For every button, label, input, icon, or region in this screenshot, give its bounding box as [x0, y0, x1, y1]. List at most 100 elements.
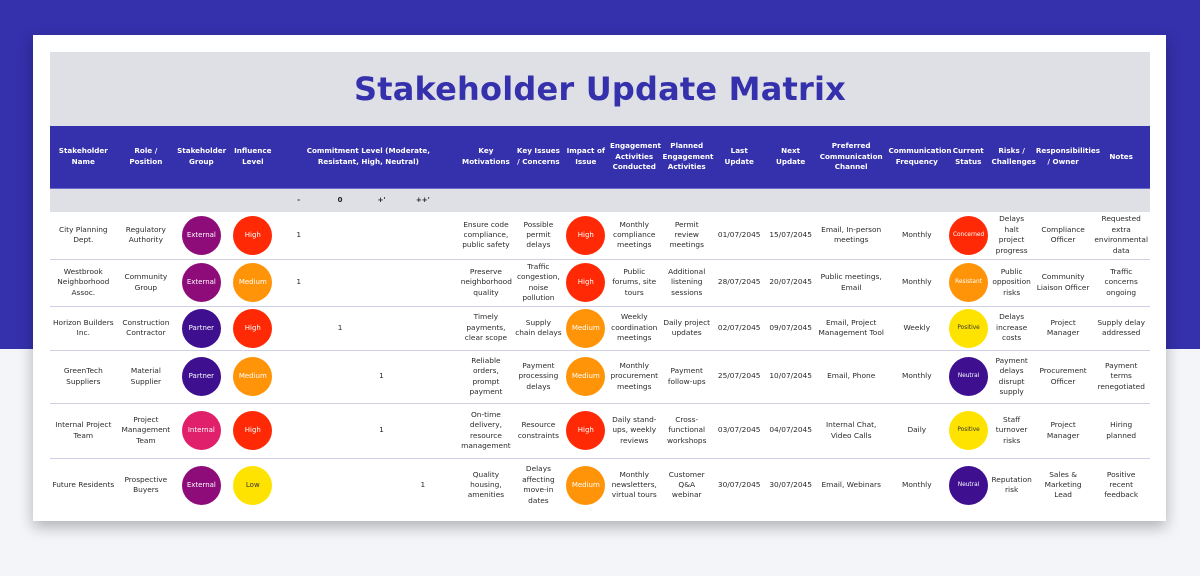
status-badge: Positive — [949, 411, 989, 450]
communication-channel: Email, Project Management Tool — [815, 306, 887, 351]
stakeholder-name: Westbrook Neighborhood Assoc. — [50, 259, 117, 307]
stakeholder-group-cell: External — [175, 212, 228, 260]
impact-badge: Medium — [566, 308, 606, 348]
impact-badge: High — [566, 411, 606, 450]
stakeholder-name: Horizon Builders Inc. — [50, 306, 117, 351]
next-update: 15/07/2045 — [765, 212, 816, 260]
communication-frequency: Daily — [886, 403, 948, 459]
risks-challenges: Public opposition risks — [989, 259, 1034, 307]
role-position: Community Group — [116, 259, 176, 307]
impact-cell: Medium — [564, 458, 608, 512]
scale-zero: 0 — [319, 187, 361, 212]
notes: Positive recent feedback — [1104, 469, 1139, 500]
stakeholder-name: GreenTech Suppliers — [50, 350, 117, 404]
status-cell: Concerned — [947, 212, 990, 260]
owner: Procurement Officer — [1033, 350, 1093, 404]
communication-frequency: Monthly — [901, 480, 932, 490]
key-motivations: Timely payments, clear scope — [458, 306, 514, 351]
matrix-card: Stakeholder Update Matrix Stakeholder Na… — [33, 35, 1166, 521]
stakeholder-name: City Planning Dept. — [50, 212, 117, 260]
key-motivations: Preserve neighborhood quality — [458, 259, 514, 307]
impact-badge: High — [566, 263, 606, 302]
impact-cell: High — [563, 403, 609, 459]
group-badge: Internal — [181, 411, 221, 450]
group-badge: External — [181, 263, 221, 302]
next-update: 04/07/2045 — [765, 403, 816, 459]
status-cell: Resistant — [947, 259, 990, 307]
influence-badge: High — [233, 308, 273, 348]
communication-frequency: Monthly — [886, 212, 948, 260]
col-header-conducted: Engagement Activities Conducted — [608, 126, 661, 188]
commitment-minus — [278, 350, 320, 404]
role-position: Material Supplier — [116, 350, 176, 404]
scale-plus-plus: ++' — [402, 187, 444, 212]
communication-frequency: Monthly — [886, 259, 948, 307]
status-cell: Positive — [947, 306, 990, 351]
commitment-minus: 1 — [278, 259, 320, 307]
risks-challenges: Delays halt project progress — [989, 212, 1034, 260]
owner: Project Manager — [1033, 306, 1093, 351]
stakeholder-group-cell: External — [175, 259, 228, 307]
col-header-status: Current Status — [947, 126, 990, 188]
commitment-zero — [319, 350, 361, 404]
commitment-plus-plus — [402, 403, 444, 459]
notes: Traffic concerns ongoing — [1092, 259, 1150, 307]
stakeholder-matrix-table: Stakeholder Name Role / Position Stakeho… — [50, 126, 1150, 512]
table-row: GreenTech Suppliers Material Supplier Pa… — [50, 350, 1150, 404]
next-update: 09/07/2045 — [765, 306, 816, 351]
planned-activities: Permit review meetings — [660, 212, 713, 260]
key-issues: Possible permit delays — [513, 212, 564, 260]
commitment-plus: 1 — [360, 350, 403, 404]
planned-activities: Daily project updates — [660, 306, 713, 351]
key-motivations: On-time delivery, resource management — [458, 403, 514, 459]
commitment-zero — [319, 458, 360, 512]
influence-level-cell: High — [227, 403, 279, 459]
status-badge: Concerned — [949, 215, 989, 255]
communication-frequency: Monthly — [886, 350, 948, 404]
impact-cell: High — [563, 212, 609, 260]
planned-activities: Cross-functional workshops — [660, 403, 713, 459]
influence-level-cell: Low — [228, 458, 278, 512]
commitment-plus — [360, 259, 403, 307]
page-title: Stakeholder Update Matrix — [354, 70, 846, 108]
impact-badge: Medium — [566, 357, 606, 396]
impact-badge: Medium — [566, 465, 606, 505]
communication-channel: Email, Phone — [815, 350, 887, 404]
commitment-minus — [278, 306, 320, 351]
stakeholder-name: Future Residents — [52, 480, 115, 490]
next-update: 20/07/2045 — [765, 259, 816, 307]
scale-plus: +' — [360, 187, 403, 212]
status-cell: Neutral — [947, 350, 990, 404]
activities-conducted: Monthly procurement meetings — [608, 350, 661, 404]
influence-level-cell: Medium — [227, 350, 279, 404]
key-issues: Supply chain delays — [513, 306, 564, 351]
notes: Requested extra environmental data — [1092, 212, 1150, 260]
owner: Compliance Officer — [1033, 212, 1093, 260]
stakeholder-group-cell: Internal — [175, 403, 228, 459]
next-update: 30/07/2045 — [769, 480, 812, 490]
group-badge: External — [181, 215, 221, 255]
activities-conducted: Weekly coordination meetings — [608, 306, 661, 351]
communication-channel: Email, Webinars — [821, 480, 881, 490]
risks-challenges: Staff turnover risks — [989, 403, 1034, 459]
influence-badge: Low — [233, 465, 273, 505]
impact-badge: High — [566, 215, 606, 255]
col-header-role: Role / Position — [116, 126, 176, 188]
col-header-group: Stakeholder Group — [175, 126, 228, 188]
risks-challenges: Reputation risk — [991, 474, 1032, 495]
status-cell: Positive — [947, 403, 990, 459]
influence-badge: Medium — [233, 263, 273, 302]
col-header-owner: Responsibilities / Owner — [1033, 126, 1100, 188]
group-badge: Partner — [181, 357, 221, 396]
col-header-channel: Preferred Communication Channel — [815, 126, 887, 188]
activities-conducted: Monthly compliance meetings — [608, 212, 661, 260]
stakeholder-group-cell: External — [175, 458, 227, 512]
table-row: City Planning Dept. Regulatory Authority… — [50, 212, 1150, 260]
status-badge: Positive — [949, 308, 989, 348]
influence-level-cell: High — [227, 306, 279, 351]
impact-cell: Medium — [563, 306, 609, 351]
commitment-scale-row: - 0 +' ++' — [50, 187, 1150, 212]
owner: Project Manager — [1033, 403, 1093, 459]
planned-activities: Payment follow-ups — [660, 350, 713, 404]
planned-activities: Customer Q&A webinar — [668, 469, 705, 500]
